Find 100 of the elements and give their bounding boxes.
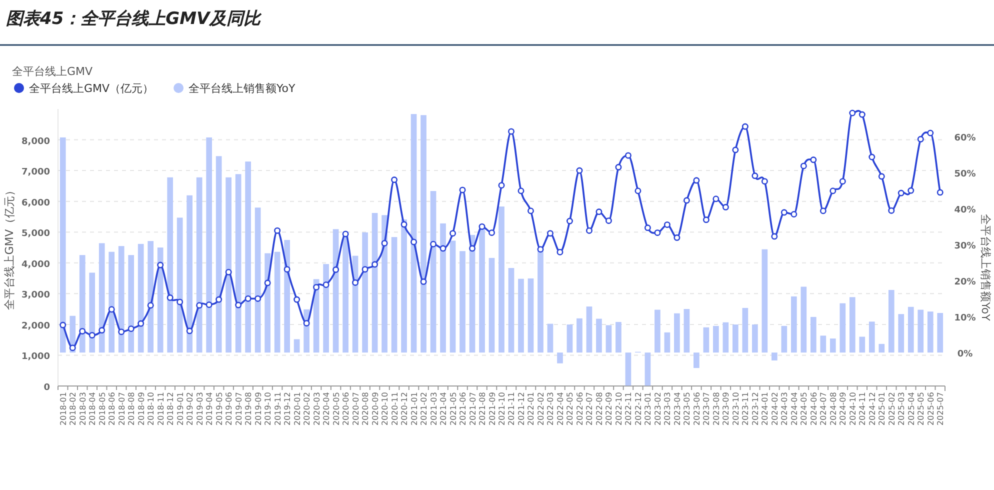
- x-tick-label: 2022-12: [634, 392, 643, 426]
- bar: [274, 252, 280, 353]
- bar: [372, 212, 378, 353]
- x-tick-label: 2020-03: [312, 392, 322, 426]
- bar: [79, 255, 86, 353]
- x-tick-label: 2019-03: [195, 392, 204, 426]
- x-tick-label: 2024-03: [780, 392, 790, 426]
- x-tick-label: 2024-11: [858, 392, 868, 426]
- bar: [684, 309, 690, 353]
- chart-title: 图表45：全平台线上GMV及同比: [6, 9, 263, 29]
- x-tick-label: 2019-12: [283, 392, 292, 426]
- x-tick-label: 2018-09: [136, 392, 146, 426]
- y2-tick-label: 60%: [954, 134, 976, 144]
- bar: [254, 208, 261, 353]
- x-tick-label: 2020-07: [351, 392, 360, 426]
- x-tick-label: 2020-04: [322, 392, 332, 426]
- bar: [528, 278, 534, 353]
- bar: [566, 324, 573, 353]
- x-tick-label: 2021-10: [498, 392, 506, 426]
- bar: [664, 332, 670, 353]
- x-tick-label: 2023-09: [722, 392, 731, 426]
- x-tick-label: 2020-08: [361, 392, 370, 426]
- y-tick-label: 6,000: [22, 198, 50, 208]
- bar: [196, 177, 202, 353]
- x-tick-label: 2019-04: [205, 392, 214, 426]
- y-tick-label: 8,000: [22, 136, 50, 147]
- x-tick-label: 2025-06: [926, 392, 936, 426]
- bar: [557, 352, 563, 364]
- bar: [216, 156, 222, 353]
- bar: [694, 352, 700, 368]
- bar: [849, 297, 856, 353]
- x-tick-label: 2021-07: [468, 392, 478, 426]
- x-tick-label: 2023-03: [663, 392, 672, 426]
- bar: [440, 223, 446, 353]
- x-tick-label: 2021-04: [439, 392, 448, 426]
- x-tick-label: 2025-02: [887, 392, 896, 426]
- bar: [625, 352, 632, 386]
- bar: [284, 240, 290, 353]
- x-tick-label: 2024-05: [800, 392, 809, 426]
- x-tick-label: 2021-11: [507, 392, 516, 426]
- bar: [176, 218, 183, 353]
- bar: [888, 290, 894, 353]
- y2-tick-label: 10%: [954, 314, 976, 324]
- bar: [800, 286, 807, 353]
- x-tick-label: 2022-08: [594, 392, 604, 426]
- x-tick-label: 2020-11: [390, 392, 400, 426]
- bar: [235, 174, 242, 353]
- x-tick-label: 2019-11: [273, 392, 282, 426]
- x-tick-label: 2018-06: [108, 392, 117, 426]
- y2-tick-label: 50%: [954, 170, 976, 180]
- legend-label: 全平台线上GMV（亿元）: [29, 82, 154, 95]
- bar: [410, 114, 417, 353]
- bar: [469, 234, 476, 353]
- x-tick-label: 2019-02: [186, 392, 195, 426]
- x-tick-label: 2022-02: [536, 392, 546, 426]
- bar: [654, 310, 660, 353]
- y-tick-label: 2,000: [22, 321, 50, 332]
- x-tick-label: 2021-09: [488, 392, 497, 426]
- x-tick-label: 2021-01: [410, 392, 419, 426]
- x-tick-label: 2023-12: [750, 392, 760, 426]
- bar: [722, 322, 729, 353]
- x-tick-label: 2025-05: [916, 392, 926, 426]
- x-tick-label: 2024-12: [868, 392, 877, 426]
- bar: [810, 316, 816, 353]
- x-tick-label: 2024-07: [819, 392, 828, 426]
- x-tick-label: 2023-11: [741, 392, 750, 426]
- bar: [108, 252, 115, 353]
- y2-tick-label: 40%: [954, 206, 976, 216]
- x-tick-label: 2018-11: [156, 392, 166, 426]
- bar: [294, 339, 300, 353]
- bar: [772, 352, 778, 360]
- x-tick-label: 2021-05: [448, 392, 458, 426]
- bar: [918, 310, 924, 353]
- y-tick-label: 5,000: [22, 229, 50, 240]
- bar: [790, 296, 797, 353]
- x-tick-label: 2021-06: [458, 392, 468, 426]
- x-tick-label: 2020-01: [292, 392, 302, 426]
- x-tick-label: 2020-10: [380, 392, 390, 426]
- bar: [508, 268, 514, 353]
- bar: [138, 244, 144, 353]
- bar: [420, 115, 426, 353]
- bar: [362, 232, 368, 353]
- bar: [323, 264, 329, 353]
- bar: [60, 137, 66, 353]
- bar: [762, 249, 768, 353]
- y2-tick-label: 30%: [954, 242, 976, 252]
- y-tick-label: 7,000: [22, 168, 50, 178]
- bar: [245, 162, 251, 353]
- bar: [586, 306, 592, 353]
- bar: [98, 243, 105, 353]
- x-tick-label: 2022-06: [575, 392, 584, 426]
- bar: [703, 327, 710, 353]
- y-tick-label: 1,000: [22, 352, 50, 362]
- bar: [820, 336, 826, 353]
- y2-tick-label: 0%: [957, 350, 973, 360]
- bar: [401, 219, 407, 353]
- bar: [868, 322, 875, 353]
- bar: [450, 240, 456, 353]
- y-tick-label: 0: [44, 383, 50, 393]
- bar: [167, 177, 174, 353]
